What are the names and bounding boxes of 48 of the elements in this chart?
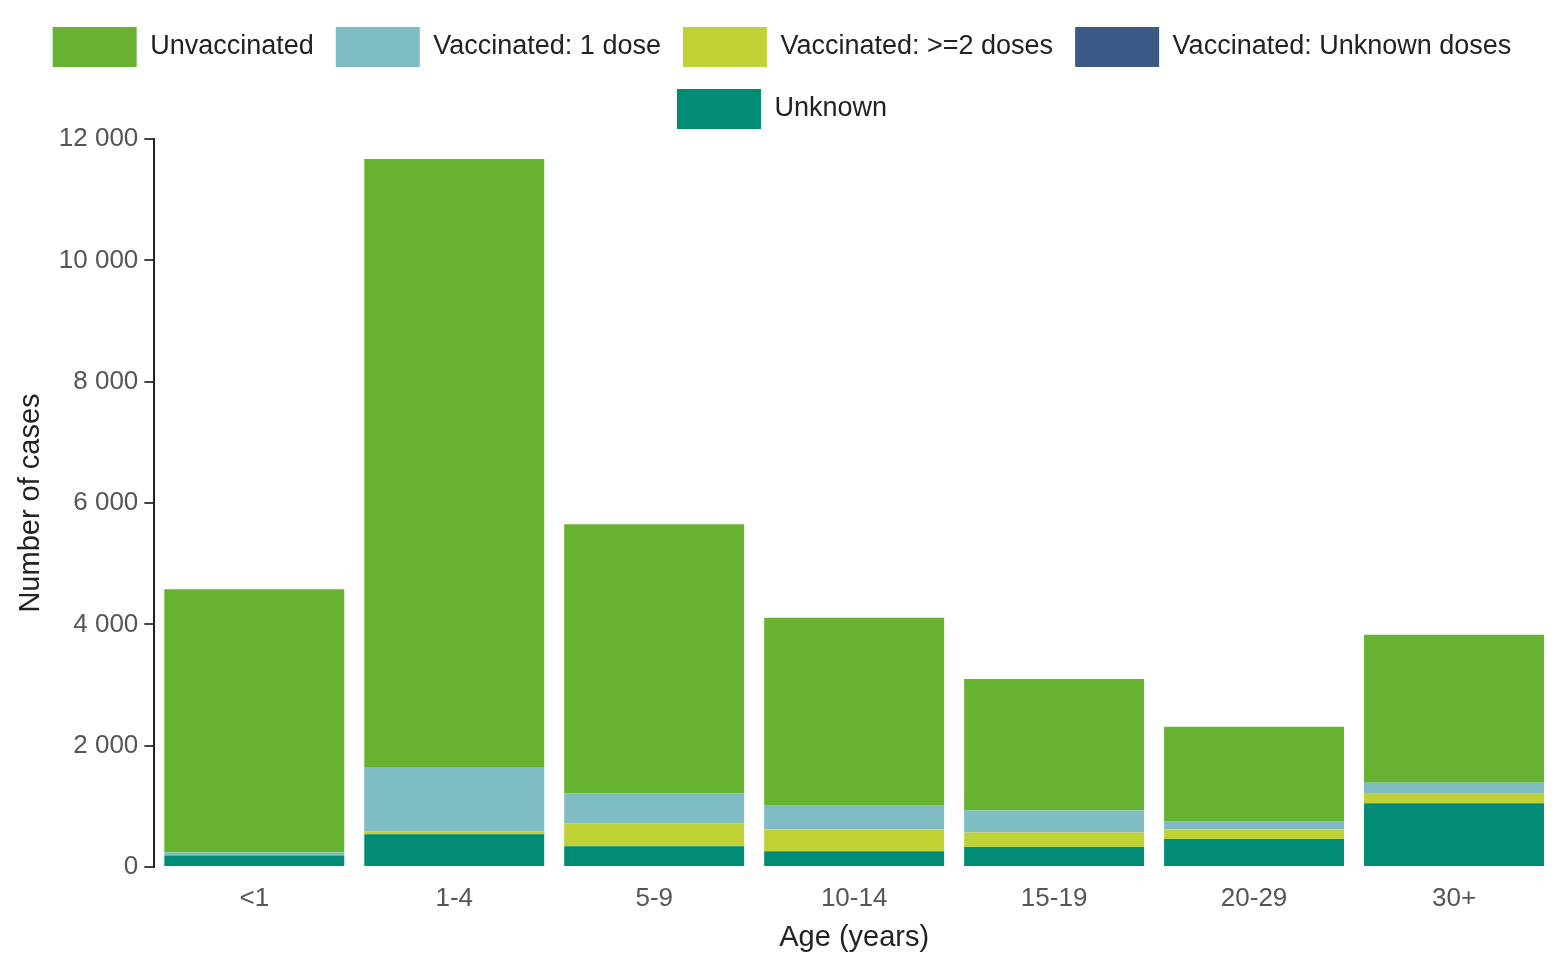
bar [164,589,345,853]
legend-label: Vaccinated: Unknown doses [1172,30,1512,61]
x-tick-label: 10-14 [820,881,888,912]
x-tick-label: 20-29 [1220,881,1288,912]
x-tick-label: 30+ [1431,881,1477,912]
y-tick-label: 10 000 [58,243,139,274]
bar [764,617,945,806]
bar [364,766,545,832]
bar [764,851,945,866]
x-tick-label: 5-9 [635,881,673,912]
y-axis-title: Number of cases [13,393,46,613]
bar [364,834,545,866]
bar [964,832,1145,847]
y-tick-label: 0 [123,850,139,881]
bar [764,805,945,830]
bar [164,855,345,866]
x-tick-label: 1-4 [435,881,474,912]
bar [964,810,1145,833]
y-tick-label: 8 000 [73,364,139,395]
bar [964,678,1145,811]
legend-label: Vaccinated: 1 dose [433,30,661,61]
bar [364,159,545,767]
bar [1164,726,1345,821]
y-tick-label: 2 000 [73,728,139,759]
bar [564,823,745,847]
bar [164,852,345,856]
bar [1164,820,1345,830]
bar [1364,792,1544,804]
bar [564,793,745,824]
bar [364,831,545,835]
y-tick-label: 12 000 [58,122,139,153]
x-tick-label: <1 [239,881,270,912]
x-axis-title: Age (years) [779,919,930,952]
bar [1164,829,1345,840]
legend-label: Vaccinated: >=2 doses [780,30,1054,61]
x-tick-label: 15-19 [1020,881,1088,912]
y-tick-label: 6 000 [73,486,139,517]
bar [964,846,1145,866]
bar [564,524,745,794]
bar [1164,839,1345,866]
y-tick-label: 4 000 [73,607,139,638]
bar [564,846,745,866]
legend-label: Unknown [774,92,888,123]
bar [1364,782,1544,793]
bar [1364,803,1544,866]
bar [764,829,945,852]
legend-label: Unvaccinated [150,30,314,61]
bar [1364,634,1544,783]
